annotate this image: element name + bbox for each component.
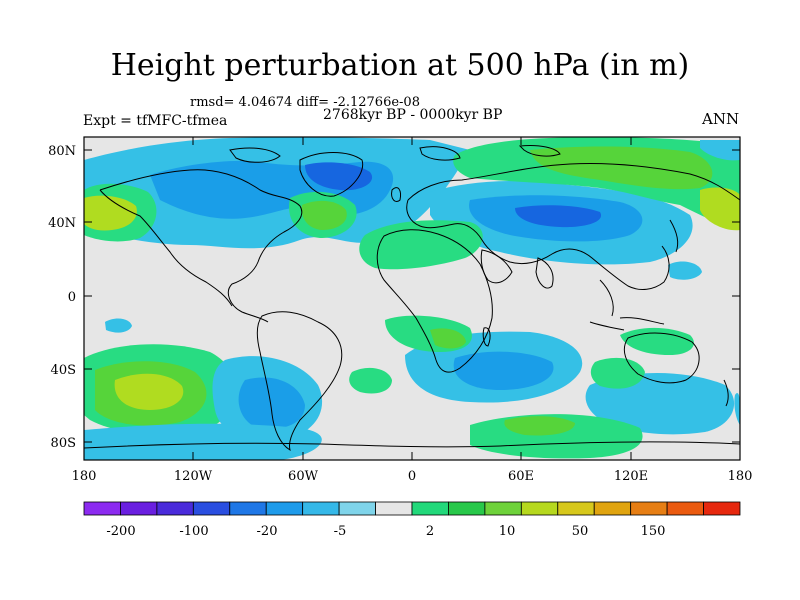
colorbar-swatch [703,501,741,516]
blue-region [734,393,740,425]
colorbar-labels: -200 -100 -20 -5 2 10 50 150 [106,524,665,539]
rmsd-diff-stats: rmsd= 4.04674 diff= -2.12766e-08 [190,95,420,110]
blue-region [305,162,373,191]
contour-fills [84,137,740,460]
blue-region [515,205,602,228]
lon-label-120e: 120E [614,469,648,484]
colorbar-label: 50 [572,524,589,539]
colorbar-swatch [229,501,267,516]
latitude-axis: 80N 40N 0 40S 80S [48,144,740,451]
green-region [84,195,137,231]
colorbar-swatch [448,501,486,516]
green-region [301,200,347,230]
blue-region [668,261,702,280]
colorbar-swatch [557,501,595,516]
lon-label-120w: 120W [174,469,213,484]
season-label: ANN [702,110,740,128]
blue-region [105,318,132,333]
blue-region [238,377,305,430]
lat-label-80s: 80S [51,436,76,451]
experiment-label: Expt = tfMFC-tfmea [83,113,228,129]
time-period-label: 2768kyr BP - 0000kyr BP [323,107,503,123]
colorbar-swatch [630,501,668,516]
colorbar-swatch [484,501,522,516]
colorbar-swatch [666,501,704,516]
colorbar-label: 150 [641,524,666,539]
blue-region [453,351,554,390]
colorbar-label: -200 [106,524,135,539]
lon-label-180w: 180 [72,469,97,484]
green-region [349,367,392,394]
green-region [700,187,740,231]
colorbar-swatch [265,501,304,516]
lat-label-80n: 80N [48,144,76,159]
colorbar-label: 2 [426,524,434,539]
colorbar-swatch [593,501,632,516]
lon-label-60w: 60W [288,469,319,484]
longitude-axis: 180 120W 60W 0 60E 120E 180 [72,137,753,484]
colorbar-swatch [120,501,158,516]
blue-region [700,140,740,161]
colorbar-swatch [156,501,194,516]
map-title: Height perturbation at 500 hPa (in m) [110,48,690,83]
colorbar-label: -100 [179,524,208,539]
colorbar-swatch [192,501,231,516]
colorbar-swatch [375,501,413,516]
colorbar-label: -5 [334,524,347,539]
blue-region [84,423,322,460]
coastlines [84,145,740,452]
lat-label-40s: 40S [51,363,76,378]
colorbar-swatch [83,501,121,516]
green-region [504,416,575,436]
colorbar-swatch [520,501,559,516]
colorbar-swatch [411,501,449,516]
green-region [114,373,184,410]
lon-label-180e: 180 [728,469,753,484]
green-region [590,357,645,389]
lon-label-0: 0 [408,469,416,484]
colorbar-label: 10 [499,524,516,539]
lat-label-0: 0 [68,290,76,305]
colorbar-swatch [302,501,340,516]
green-region [359,220,483,270]
lon-label-60e: 60E [508,469,534,484]
green-region [530,146,713,190]
green-region [430,328,466,349]
colorbar-label: -20 [257,524,278,539]
lat-label-40n: 40N [48,216,76,231]
colorbar [83,501,741,516]
colorbar-swatch [338,501,376,516]
